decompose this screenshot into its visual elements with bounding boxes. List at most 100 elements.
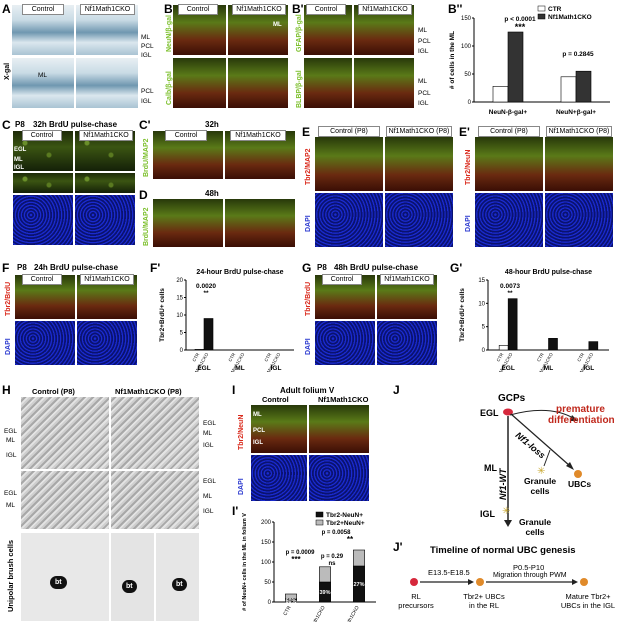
panel-d-image-control xyxy=(152,198,224,248)
y-tick-label: 100 xyxy=(261,560,272,566)
panel-e-image-control-dapi xyxy=(314,192,384,248)
chart-i1: 0 50 100 150 200 # of NeuN+ cells in the ML i… xyxy=(242,511,376,622)
nf1-loss-arrow xyxy=(510,413,571,467)
annotation: p = 0.2845 xyxy=(562,51,594,58)
panel-d-stain: BrdU/MAP2 xyxy=(143,207,150,246)
panel-b-image-cko-bottom xyxy=(227,57,289,109)
bar xyxy=(498,345,509,351)
panel-j-egl: EGL xyxy=(480,408,499,418)
panel-f-stain-top: Tbr2/BrdU xyxy=(5,281,12,316)
y-tick-label: 50 xyxy=(464,72,471,78)
nf1-wt-arrowhead xyxy=(504,520,512,527)
panel-i-image-cko-dapi xyxy=(308,454,370,502)
panel-b1-layer-pcl: PCL xyxy=(418,38,431,45)
annotation: p = 0.0058 xyxy=(322,530,352,536)
bar xyxy=(548,338,558,351)
panel-b1-layer-pcl-2: PCL xyxy=(418,90,431,97)
panel-j1-n1: RL precursors xyxy=(398,592,434,610)
panel-e-image-cko-dapi xyxy=(384,192,454,248)
y-tick-label: 15 xyxy=(176,296,183,302)
panel-f-image-control-dapi xyxy=(14,320,76,366)
inside-label: 60% xyxy=(285,598,296,604)
panel-j1-n3: Mature Tbr2+ UBCs in the IGL xyxy=(560,592,616,610)
panel-i-title: Adult folium V xyxy=(280,386,335,395)
bar xyxy=(507,298,518,351)
y-axis-label: Tbr2+BrdU+ cells xyxy=(159,288,166,342)
legend-label: Tbr2+NeuN+ xyxy=(326,520,365,527)
y-tick-label: 0 xyxy=(268,600,272,606)
panel-i-header-cko: Nf1Math1CKO xyxy=(318,395,369,404)
bar-tick-label: CTR xyxy=(536,351,545,362)
panel-a-layer-igl: IGL xyxy=(141,52,152,59)
panel-e-stain-bottom: DAPI xyxy=(305,215,312,232)
bar xyxy=(560,76,577,103)
panel-h-image-cko-mid xyxy=(110,470,200,530)
annotation: p = 0.0009 xyxy=(286,550,316,556)
panel-e1-header-cko: Nf1Math1CKO (P8) xyxy=(546,126,612,137)
legend-swatch xyxy=(537,13,546,20)
bar-tick-label: CTR xyxy=(496,351,505,362)
y-tick-label: 0 xyxy=(180,348,184,354)
panel-a-layer-igl-bottom: IGL xyxy=(141,98,152,105)
panel-h-bt-3: bt xyxy=(172,578,187,591)
panel-a-layer-pcl: PCL xyxy=(141,43,154,50)
legend-label: Nf1Math1CKO xyxy=(548,14,592,21)
panel-i-header-control: Control xyxy=(262,395,289,404)
panel-label-h: H xyxy=(2,383,11,397)
panel-c-header-cko: Nf1Math1CKO xyxy=(79,130,133,141)
ubc-star-icon: ✳ xyxy=(537,466,545,477)
bar-tick-label: CTR xyxy=(576,351,585,362)
panel-f-subtitle: 24h BrdU pulse-chase xyxy=(34,263,119,272)
panel-i-layer-ml: ML xyxy=(253,412,262,418)
panel-label-b2: B'' xyxy=(448,2,463,16)
ubc-icon xyxy=(574,470,582,478)
panel-c1-header-cko: Nf1Math1CKO xyxy=(230,130,286,141)
chart-f1: 0 5 10 15 20 Tbr2+BrdU+ cells 24-hour BrdU pul… xyxy=(159,269,294,372)
panel-j-ml: ML xyxy=(484,463,497,473)
y-tick-label: 50 xyxy=(264,580,271,586)
panel-e-header-cko: Nf1Math1CKO (P8) xyxy=(386,126,452,137)
panel-h-layer-ml-2: ML xyxy=(6,502,16,509)
panel-h-layer-egl-2r: EGL xyxy=(203,478,217,485)
panel-g-image-cko-dapi xyxy=(376,320,438,366)
panel-g-subtitle: 48h BrdU pulse-chase xyxy=(334,263,419,272)
annotation: *** xyxy=(291,555,301,564)
bar xyxy=(194,349,205,351)
panel-label-e: E xyxy=(302,125,311,139)
panel-e1-stain-bottom: DAPI xyxy=(465,215,472,232)
x-category-label: IGL xyxy=(583,365,594,372)
panel-g-header-cko: Nf1Math1CKO xyxy=(380,274,434,285)
panel-b1-header-control: Control xyxy=(306,4,346,15)
annotation: p = 0.29 xyxy=(321,554,344,560)
panel-b-stain-bottom: Calb/β-gal xyxy=(166,71,173,105)
x-tick-label: Nf1Math1CKO xyxy=(305,605,327,622)
legend-swatch xyxy=(537,5,546,12)
y-tick-label: 5 xyxy=(482,325,486,331)
panel-b1-stain-bottom: BLBP/β-gal xyxy=(296,70,303,108)
panel-f-image-cko-dapi xyxy=(76,320,138,366)
panel-b1-layer-igl: IGL xyxy=(418,48,429,55)
panel-h-layer-ml-r: ML xyxy=(203,430,213,437)
panel-f-header-cko: Nf1Math1CKO xyxy=(80,274,134,285)
annotation: ** xyxy=(507,290,513,297)
panel-j-nf1-wt: Nf1-WT xyxy=(498,468,508,501)
rl-precursor-icon xyxy=(410,578,418,586)
legend-swatch xyxy=(315,511,324,518)
y-tick-label: 150 xyxy=(261,540,272,546)
panel-a-layer-pcl-bottom: PCL xyxy=(141,88,154,95)
bar-tick-label: CTR xyxy=(191,351,200,362)
legend-label: Tbr2-NeuN+ xyxy=(326,512,363,519)
panel-c-layer-igl: IGL xyxy=(14,165,24,171)
y-axis-label: # of NeuN+ cells in the ML in folium V xyxy=(242,513,248,611)
y-tick-label: 150 xyxy=(461,16,472,22)
panel-i-image-control-top xyxy=(250,404,308,454)
y-tick-label: 15 xyxy=(478,278,485,284)
panel-a-image-control-bottom xyxy=(11,57,75,109)
panel-j-diagram: ✳ ✳ xyxy=(502,408,582,527)
panel-e-stain-top: Tbr2/MAP2 xyxy=(305,148,312,185)
bar-tick-label: CTR xyxy=(263,351,272,362)
panel-j-igl: IGL xyxy=(480,509,495,519)
panel-b1-image-cko-bottom xyxy=(353,57,415,109)
panel-i-stain-bottom: DAPI xyxy=(238,478,245,495)
panel-label-f1: F' xyxy=(150,261,161,275)
